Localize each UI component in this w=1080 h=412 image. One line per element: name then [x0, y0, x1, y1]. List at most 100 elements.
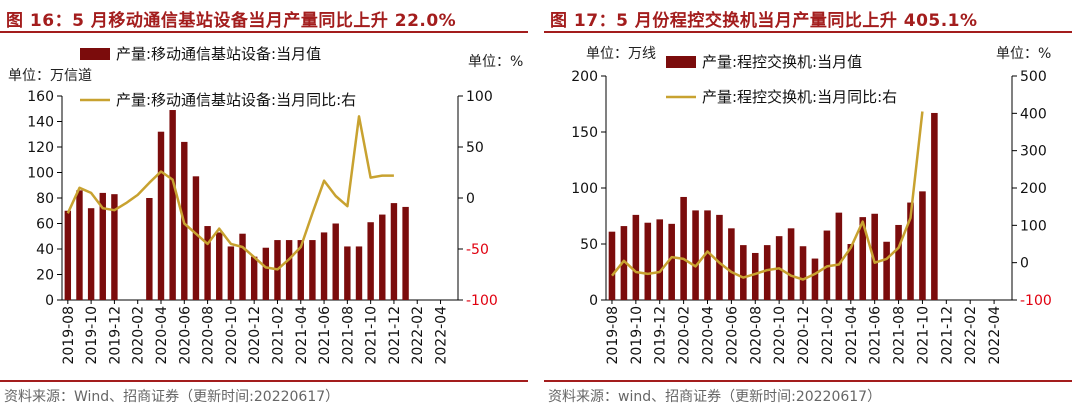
- bar: [157, 131, 165, 300]
- source-note: 资料来源：wind、招商证券（更新时间:20220617）: [548, 389, 882, 405]
- bar: [716, 214, 723, 300]
- bar: [76, 190, 83, 300]
- x-tick-label: 2020-12: [796, 306, 812, 365]
- x-tick-label: 2021-08: [892, 306, 908, 365]
- bar: [309, 240, 316, 300]
- bar: [192, 176, 200, 300]
- bar: [859, 217, 867, 300]
- bar: [608, 231, 616, 300]
- y2-tick-label: 50: [466, 140, 484, 156]
- x-tick-label: 2021-12: [939, 306, 955, 365]
- y-tick-label: 0: [589, 293, 598, 309]
- y2-tick-label: 300: [1020, 144, 1047, 160]
- x-tick-label: 2021-12: [387, 306, 403, 365]
- bar: [332, 223, 339, 300]
- y-tick-label: 20: [36, 268, 54, 284]
- x-tick-label: 2022-04: [434, 306, 450, 365]
- bottom-divider: [544, 380, 1072, 382]
- bar: [320, 232, 328, 300]
- x-tick-label: 2021-02: [270, 306, 286, 365]
- legend-label: 产量:移动通信基站设备:当月同比:右: [116, 91, 356, 109]
- legend-label: 产量:程控交换机:当月同比:右: [702, 88, 897, 106]
- x-tick-label: 2022-02: [963, 306, 979, 365]
- bar: [216, 232, 223, 300]
- x-tick-label: 2021-06: [868, 306, 884, 365]
- x-tick-label: 2019-12: [653, 306, 669, 365]
- y-tick-label: 100: [571, 181, 598, 197]
- bar: [367, 222, 374, 300]
- bar: [379, 214, 386, 300]
- y2-tick-label: 0: [466, 191, 475, 207]
- x-tick-label: 2021-10: [364, 306, 380, 365]
- chart-title: 图 17：5 月份程控交换机当月产量同比上升 405.1%: [550, 11, 978, 31]
- y-tick-label: 200: [571, 69, 598, 85]
- legend-label: 产量:移动通信基站设备:当月值: [116, 45, 321, 63]
- unit-label-left: 单位：万信道: [8, 68, 92, 84]
- unit-label-left: 单位：万线: [586, 46, 656, 62]
- x-tick-label: 2021-08: [340, 306, 356, 365]
- bar: [704, 210, 711, 300]
- bar: [111, 194, 118, 300]
- x-tick-label: 2020-12: [247, 306, 263, 365]
- x-tick-label: 2021-04: [844, 306, 860, 365]
- x-tick-label: 2020-04: [701, 306, 717, 365]
- y-tick-label: 120: [27, 140, 54, 156]
- legend-label: 产量:程控交换机:当月值: [702, 53, 862, 71]
- unit-label-right: 单位：%: [468, 54, 523, 70]
- bar: [227, 246, 235, 300]
- bar: [919, 191, 926, 300]
- bar: [931, 112, 938, 301]
- y2-tick-label: 100: [466, 89, 493, 105]
- bar: [692, 210, 699, 300]
- x-tick-label: 2019-08: [605, 306, 621, 365]
- x-tick-label: 2021-06: [317, 306, 333, 365]
- series-line: [66, 115, 394, 271]
- x-tick-label: 2020-08: [748, 306, 764, 365]
- bar: [787, 228, 795, 300]
- bar: [871, 213, 878, 300]
- x-tick-label: 2020-08: [201, 306, 217, 365]
- bar: [239, 233, 246, 300]
- bar: [620, 226, 628, 300]
- x-tick-label: 2021-02: [820, 306, 836, 365]
- x-tick-label: 2020-02: [677, 306, 693, 365]
- bar: [668, 223, 675, 300]
- bar: [763, 245, 771, 300]
- x-tick-label: 2021-10: [915, 306, 931, 365]
- bar: [262, 247, 270, 300]
- bar: [847, 244, 855, 300]
- y2-tick-label: 100: [1020, 218, 1047, 234]
- x-tick-label: 2020-02: [131, 306, 147, 365]
- chart-panel-left: 图 16：5 月移动通信基站设备当月产量同比上升 22.0% 单位：万信道 单位：…: [0, 0, 532, 412]
- y2-tick-label: -50: [466, 242, 489, 258]
- x-tick-label: 2022-04: [987, 306, 1003, 365]
- bar: [740, 245, 747, 300]
- bar: [811, 258, 819, 300]
- y-tick-label: 40: [36, 242, 54, 258]
- bar: [883, 241, 890, 300]
- chart-title: 图 16：5 月移动通信基站设备当月产量同比上升 22.0%: [6, 11, 457, 31]
- bar: [835, 212, 843, 300]
- x-tick-label: 2020-10: [772, 306, 788, 365]
- legend-swatch-bar: [80, 48, 110, 60]
- title-divider: [544, 31, 1072, 33]
- x-tick-label: 2019-12: [107, 306, 123, 365]
- y2-tick-label: 200: [1020, 181, 1047, 197]
- legend-swatch-bar: [666, 56, 696, 68]
- bar: [907, 202, 914, 300]
- unit-label-right: 单位：%: [996, 46, 1051, 62]
- y-tick-label: 50: [580, 237, 598, 253]
- y-tick-label: 160: [27, 89, 54, 105]
- bar: [390, 203, 398, 300]
- bar: [355, 246, 363, 300]
- bar: [146, 198, 153, 300]
- bar: [99, 192, 106, 300]
- y-tick-label: 80: [36, 191, 54, 207]
- bar: [644, 222, 652, 300]
- bar: [632, 214, 640, 300]
- title-divider: [0, 31, 528, 33]
- y-tick-label: 150: [571, 125, 598, 141]
- x-tick-label: 2019-08: [61, 306, 77, 365]
- bar: [204, 226, 211, 300]
- x-tick-label: 2020-06: [724, 306, 740, 365]
